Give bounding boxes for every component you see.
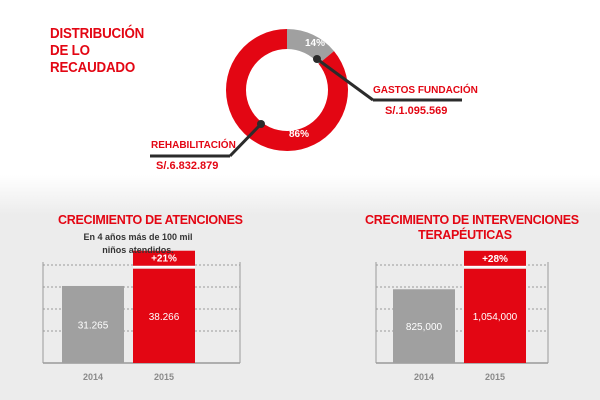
- bar-2014: [393, 289, 455, 363]
- x-tick-label: 2015: [485, 372, 505, 382]
- bar-value-label: 38.266: [149, 312, 180, 323]
- bar-2015: [133, 268, 195, 363]
- growth-badge: [133, 250, 195, 266]
- donut-chart: [226, 29, 348, 151]
- leader-line-rehab: [150, 120, 265, 158]
- bar-value-label: 825,000: [406, 322, 443, 333]
- bar-2014: [62, 285, 124, 363]
- growth-label: +21%: [151, 254, 177, 265]
- gastos-value: S/.1.095.569: [385, 105, 448, 117]
- chart1-subtitle-line2: niños atendidos.: [102, 245, 174, 255]
- donut-slice-gastos: [287, 29, 335, 64]
- page-title: DISTRIBUCIÓN DE LO RECAUDADO: [50, 26, 145, 76]
- donut-slice-rehabilitacion: [226, 29, 348, 151]
- chart2-title-line1: CRECIMIENTO DE INTERVENCIONES: [365, 213, 579, 227]
- rehab-value: S/.6.832.879: [156, 160, 219, 172]
- bar-chart-intervenciones: 825,000 2014 1,054,000 2015 +28%: [375, 250, 549, 382]
- growth-badge: [464, 250, 526, 266]
- growth-label: +28%: [482, 254, 508, 265]
- bar-2015: [464, 268, 526, 363]
- chart1-title: CRECIMIENTO DE ATENCIONES: [58, 213, 243, 227]
- x-tick-label: 2014: [414, 372, 434, 382]
- donut-label-red: 86%: [289, 129, 310, 140]
- x-tick-label: 2014: [83, 372, 103, 382]
- x-tick-label: 2015: [154, 372, 174, 382]
- rehab-label: REHABILITACIÓN: [151, 140, 236, 151]
- gastos-label: GASTOS FUNDACIÓN: [373, 85, 478, 96]
- bar-chart-atenciones: 31.265 2014 38.266 2015 +21%: [42, 250, 241, 382]
- chart1-subtitle-line1: En 4 años más de 100 mil: [83, 232, 193, 242]
- leader-line-gastos: [313, 55, 462, 102]
- bar-value-label: 1,054,000: [473, 312, 518, 323]
- donut-label-gray: 14%: [305, 38, 326, 49]
- chart2-title-line2: TERAPÉUTICAS: [418, 228, 512, 242]
- bar-value-label: 31.265: [78, 320, 109, 331]
